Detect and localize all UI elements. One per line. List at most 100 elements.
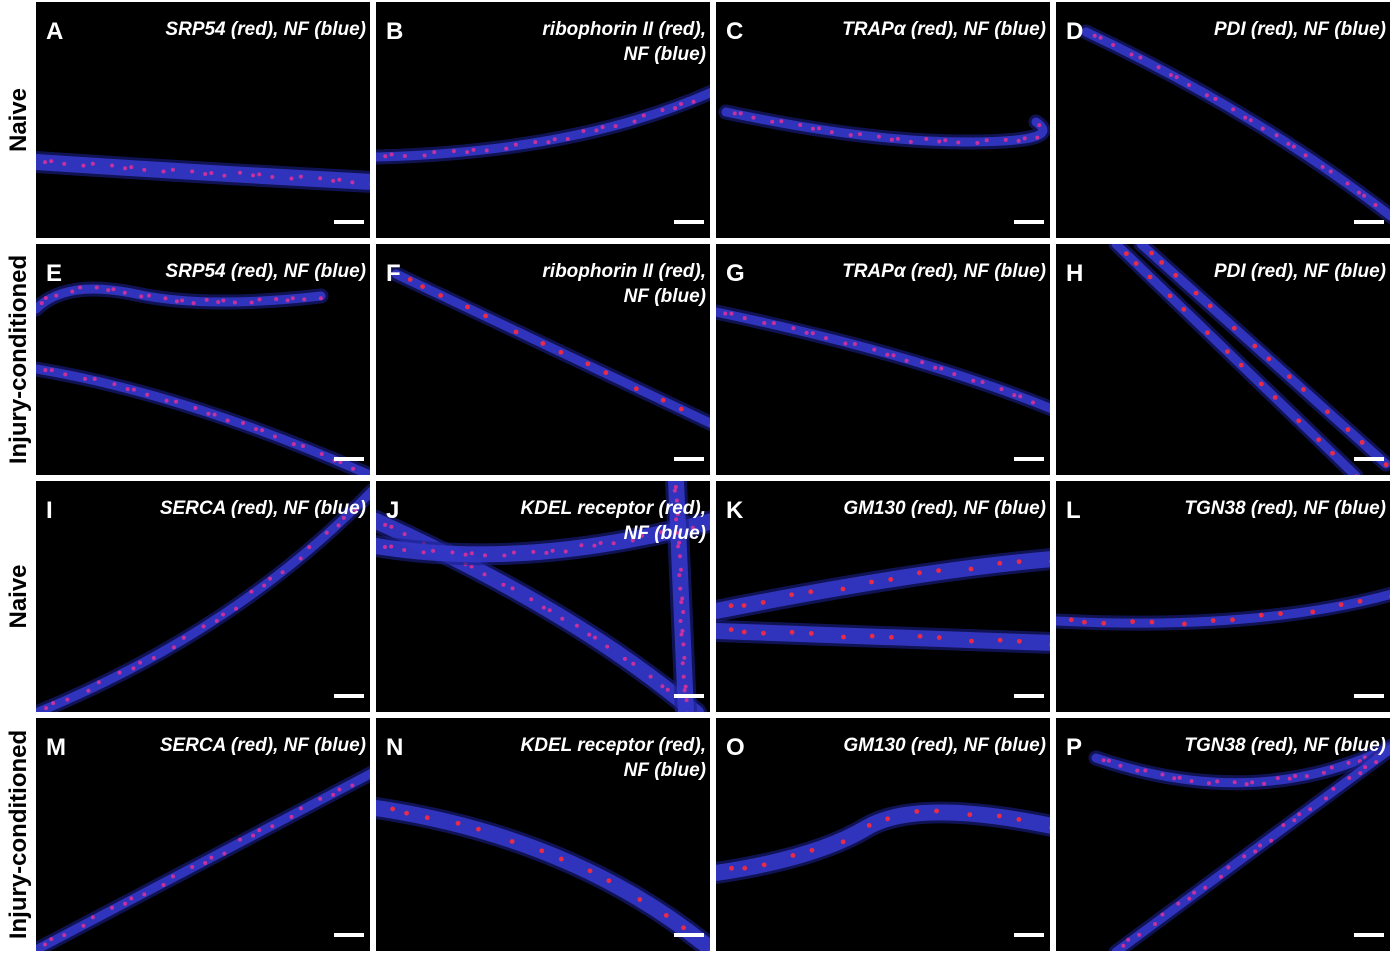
red-puncta	[1022, 136, 1027, 141]
scale-bar	[1354, 457, 1384, 461]
red-puncta	[1338, 602, 1344, 608]
red-puncta	[943, 138, 948, 143]
red-puncta	[630, 538, 635, 543]
fibers	[376, 84, 710, 165]
red-puncta	[791, 326, 796, 331]
red-puncta	[1374, 760, 1379, 765]
red-puncta	[637, 897, 643, 902]
red-puncta	[933, 365, 938, 370]
red-puncta	[1242, 854, 1247, 859]
red-puncta	[369, 182, 370, 186]
red-puncta	[660, 684, 665, 689]
micrograph-panel: P TGN38 (red), NF (blue)	[1056, 718, 1390, 951]
red-puncta	[790, 853, 796, 858]
red-puncta	[82, 376, 87, 381]
red-puncta	[1176, 901, 1181, 906]
red-puncta	[43, 296, 48, 301]
micrograph-panel: O GM130 (red), NF (blue)	[716, 718, 1050, 951]
red-puncta	[1292, 818, 1297, 823]
row-label: Injury-conditioned	[5, 730, 32, 939]
red-puncta	[232, 300, 237, 305]
red-puncta	[1137, 932, 1142, 937]
red-puncta	[111, 287, 116, 292]
red-puncta	[280, 570, 285, 575]
panel-caption: NF (blue)	[624, 44, 706, 65]
red-puncta	[565, 137, 570, 142]
red-puncta	[1049, 559, 1050, 563]
red-puncta	[1156, 65, 1161, 70]
red-puncta	[540, 341, 546, 346]
red-puncta	[204, 297, 209, 302]
red-puncta	[709, 522, 710, 525]
red-puncta	[1304, 774, 1309, 779]
red-puncta	[249, 300, 254, 305]
panel-caption: GM130 (red), NF (blue)	[843, 735, 1046, 756]
panel-letter: I	[46, 497, 53, 524]
fiber	[391, 269, 710, 429]
red-puncta	[451, 149, 456, 154]
scale-bar	[334, 694, 364, 698]
red-puncta	[123, 901, 128, 906]
panel-caption: ribophorin II (red),	[542, 261, 706, 282]
red-puncta	[546, 140, 551, 145]
red-puncta	[513, 142, 518, 147]
red-puncta	[482, 553, 487, 558]
panel-caption: PDI (red), NF (blue)	[1214, 19, 1386, 40]
red-puncta	[1143, 768, 1148, 773]
red-puncta	[1192, 890, 1197, 895]
red-puncta	[1016, 638, 1022, 644]
red-puncta	[370, 475, 374, 479]
panel-caption: SRP54 (red), NF (blue)	[165, 261, 366, 282]
red-puncta	[709, 423, 710, 427]
red-puncta	[1049, 825, 1050, 830]
red-puncta	[682, 655, 687, 660]
red-puncta	[142, 892, 147, 897]
red-puncta	[1258, 843, 1263, 848]
red-puncta	[291, 442, 296, 447]
red-puncta	[916, 570, 922, 576]
red-puncta	[139, 294, 144, 299]
red-puncta	[203, 861, 208, 865]
red-puncta	[465, 150, 470, 155]
fiber	[716, 551, 1050, 619]
red-puncta	[789, 629, 795, 635]
red-puncta	[221, 298, 226, 303]
red-puncta	[1293, 774, 1298, 779]
red-puncta	[94, 285, 99, 290]
panel-letter: N	[386, 734, 403, 761]
red-puncta	[904, 358, 909, 363]
scale-bar	[1014, 457, 1044, 461]
red-puncta	[969, 638, 974, 644]
red-puncta	[1354, 474, 1358, 475]
red-puncta	[222, 173, 227, 178]
red-puncta	[603, 370, 609, 376]
red-puncta	[1138, 55, 1143, 60]
red-puncta	[422, 153, 427, 158]
red-puncta	[206, 411, 211, 416]
red-puncta	[1186, 83, 1191, 88]
fibers	[716, 304, 1050, 417]
red-puncta	[1068, 617, 1074, 623]
red-puncta	[1121, 943, 1126, 948]
red-puncta	[201, 624, 206, 629]
red-puncta	[1286, 141, 1291, 146]
red-puncta	[81, 923, 86, 928]
fibers	[36, 151, 370, 193]
scale-bar	[674, 933, 704, 937]
red-puncta	[1357, 598, 1363, 604]
red-puncta	[350, 180, 355, 185]
micrograph-panel: N KDEL receptor (red), NF (blue)	[376, 718, 710, 951]
scale-bar	[1354, 694, 1384, 698]
red-puncta	[1324, 796, 1329, 801]
red-puncta	[402, 548, 407, 553]
red-puncta	[1373, 203, 1378, 208]
red-puncta	[1328, 169, 1333, 174]
red-puncta	[455, 820, 461, 826]
red-puncta	[484, 148, 489, 153]
panel-letter: L	[1066, 497, 1081, 524]
red-puncta	[92, 377, 97, 382]
red-puncta	[131, 387, 136, 392]
red-puncta	[318, 796, 323, 801]
red-puncta	[501, 582, 506, 587]
panel-letter: G	[726, 260, 745, 287]
